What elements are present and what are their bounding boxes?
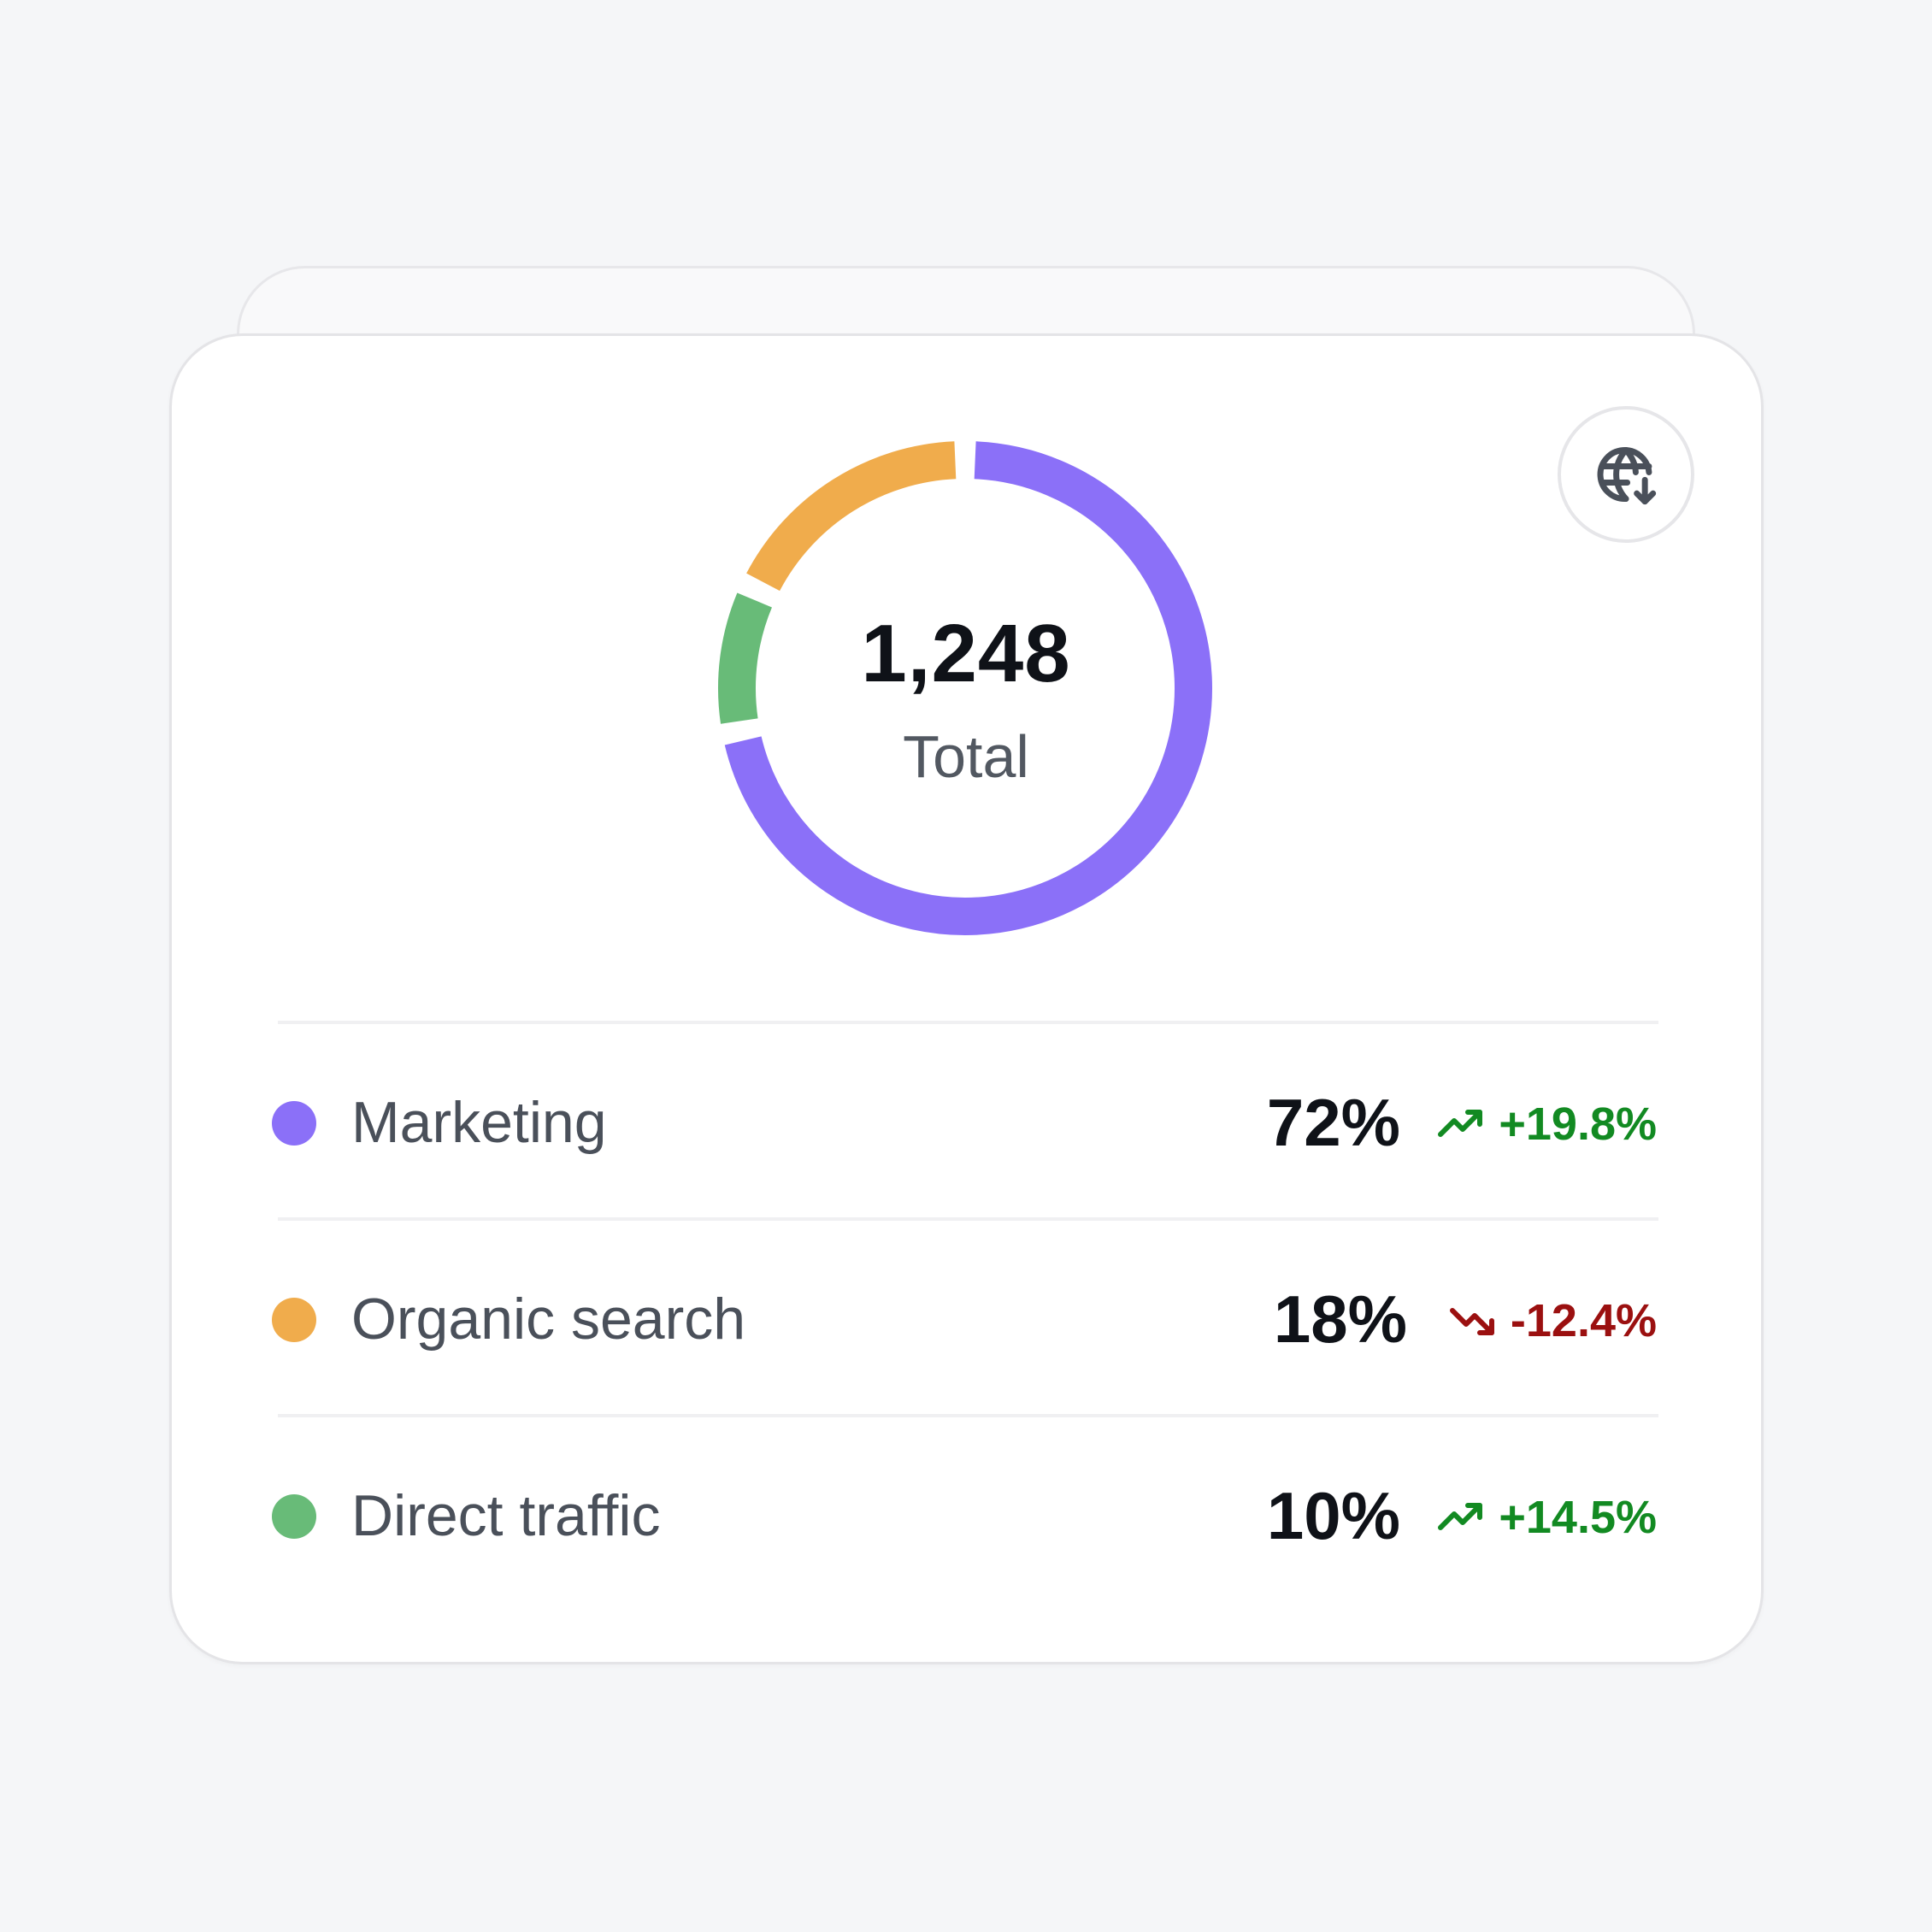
trend-value: -12.4% (1510, 1295, 1657, 1346)
organic-search-dot (272, 1298, 316, 1342)
legend-row-direct-traffic: Direct traffic 10% +14.5% (272, 1469, 1657, 1563)
donut-slice-marketing (724, 441, 1212, 935)
direct-traffic-dot (272, 1494, 316, 1539)
legend-row-marketing: Marketing 72% +19.8% (272, 1075, 1657, 1169)
trend-badge: -12.4% (1449, 1294, 1657, 1347)
trend-badge: +19.8% (1437, 1098, 1657, 1151)
globe-download-icon (1597, 447, 1657, 505)
export-button[interactable] (1558, 406, 1694, 543)
donut-slice-direct-traffic (718, 592, 773, 724)
divider (278, 1021, 1658, 1024)
legend-percent: 18% (1273, 1281, 1407, 1357)
trend-up-icon (1438, 1110, 1483, 1137)
trend-value: +19.8% (1499, 1099, 1657, 1150)
trend-badge: +14.5% (1437, 1491, 1657, 1544)
trend-up-icon (1438, 1503, 1483, 1530)
divider (278, 1414, 1658, 1417)
legend-percent: 10% (1266, 1478, 1400, 1553)
total-value: 1,248 (861, 608, 1071, 699)
traffic-sources-card (169, 333, 1764, 1664)
legend-percent: 72% (1266, 1085, 1400, 1160)
divider (278, 1217, 1658, 1221)
donut-slice-organic-search (746, 441, 957, 592)
traffic-donut-chart (718, 441, 1212, 935)
legend-label: Direct traffic (351, 1483, 661, 1548)
total-label: Total (903, 723, 1029, 790)
trend-down-icon (1449, 1308, 1494, 1335)
legend-row-organic-search: Organic search 18% -12.4% (272, 1272, 1657, 1366)
trend-value: +14.5% (1499, 1492, 1657, 1543)
legend-label: Organic search (351, 1287, 746, 1352)
legend-label: Marketing (351, 1090, 607, 1155)
marketing-dot (272, 1101, 316, 1146)
